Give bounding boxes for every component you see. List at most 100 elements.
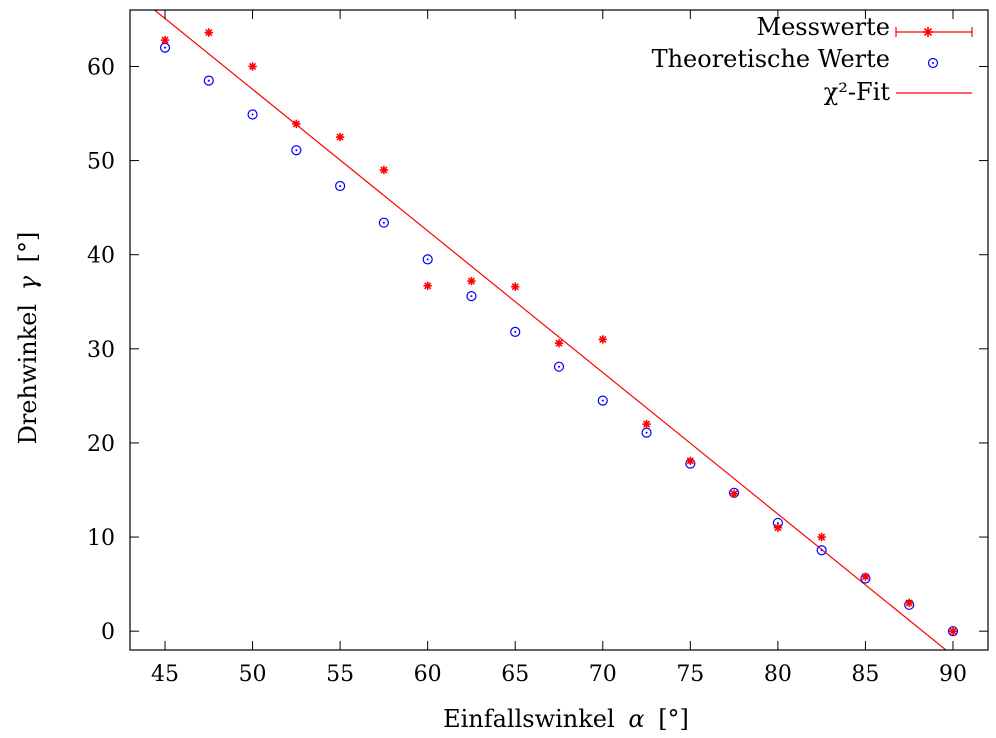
measured-point <box>335 132 345 142</box>
theory-point-ring <box>466 291 477 302</box>
measured-point <box>204 28 213 37</box>
y-tick-label: 20 <box>87 432 115 457</box>
theory-point-dot <box>426 258 429 261</box>
legend-label-theoretische-werte: Theoretische Werte <box>652 45 890 73</box>
x-tick-label: 90 <box>939 662 967 687</box>
x-tick-label: 65 <box>501 662 529 687</box>
theory-point-dot <box>558 365 560 368</box>
plot-frame <box>129 9 989 651</box>
theory-point-ring <box>816 545 827 556</box>
legend-item-theoretische-werte: Theoretische Werte <box>652 45 939 73</box>
measured-point <box>948 626 958 636</box>
measured-point-stroke <box>818 533 826 541</box>
axes: 45 50 55 60 65 70 75 80 85 90 0 10 20 30 40 50 60 <box>87 9 989 687</box>
measured-point <box>773 523 783 532</box>
y-tick-label: 0 <box>101 620 115 645</box>
y-tick-label: 10 <box>87 526 115 551</box>
measured-point <box>861 572 870 581</box>
x-tick-label: 60 <box>414 662 442 687</box>
measured-point-stroke <box>424 282 432 290</box>
measured-point <box>248 62 257 71</box>
measured-point-stroke <box>467 277 476 285</box>
theory-point-ring <box>510 326 521 337</box>
x-axis-label-symbol: α <box>628 705 644 733</box>
x-tick-label: 45 <box>151 662 179 687</box>
measured-point <box>642 419 651 429</box>
legend-asterisk-marker <box>923 27 933 37</box>
y-tick-label: 30 <box>87 338 115 363</box>
y-axis-label-text: Drehwinkel <box>14 304 42 444</box>
measured-point <box>423 281 432 290</box>
theory-point-ring <box>597 395 608 406</box>
theory-point-dot <box>776 521 779 524</box>
measured-point <box>554 338 564 348</box>
measured-point-stroke <box>292 120 300 128</box>
y-axis-label: Drehwinkel γ [°] <box>14 232 42 445</box>
theory-point-dot <box>339 185 342 187</box>
theory-point <box>510 326 521 337</box>
measured-point-stroke <box>686 457 694 465</box>
theory-point-ring <box>947 626 959 637</box>
legend-label-messwerte: Messwerte <box>757 13 890 41</box>
measured-point <box>160 35 170 45</box>
measured-point-stroke <box>161 36 169 44</box>
measured-point <box>686 456 695 466</box>
x-axis-label: Einfallswinkel α [°] <box>443 705 689 733</box>
measured-point-stroke <box>511 283 519 291</box>
theory-point <box>378 217 389 228</box>
theory-point <box>203 75 214 86</box>
measured-point-stroke <box>905 599 913 607</box>
fit-line <box>154 10 947 650</box>
measured-point-stroke <box>555 339 563 347</box>
theory-point <box>597 395 608 406</box>
x-tick-label: 55 <box>326 662 354 687</box>
legend: Messwerte Theoretische Werte χ²-Fit <box>652 13 973 106</box>
y-tick-label: 50 <box>87 150 115 175</box>
measured-point <box>379 165 389 175</box>
theory-point-dot <box>251 113 254 116</box>
theory-point-dot <box>207 79 210 82</box>
measured-point-stroke <box>336 133 344 141</box>
theory-point <box>422 254 433 265</box>
x-axis-label-unit: [°] <box>658 705 689 733</box>
theory-point-dot <box>382 221 385 224</box>
x-tick-label: 70 <box>589 662 617 687</box>
measured-point-stroke <box>380 166 388 174</box>
legend-item-chi2-fit: χ²-Fit <box>824 78 972 106</box>
measured-point-stroke <box>205 29 213 37</box>
legend-circle-marker-dot <box>932 62 934 64</box>
y-axis-label-unit: [°] <box>14 232 42 263</box>
measured-point-stroke <box>730 490 738 498</box>
y-tick-label: 60 <box>87 55 115 80</box>
theory-point <box>291 145 302 156</box>
theory-point-dot <box>295 149 298 152</box>
measured-point-stroke <box>249 62 257 71</box>
measured-point <box>598 335 607 344</box>
theory-point <box>816 545 827 556</box>
theory-point-ring <box>291 145 302 156</box>
measured-point-stroke <box>642 420 651 428</box>
theory-point-dot <box>820 549 823 552</box>
legend-item-messwerte: Messwerte <box>757 13 973 41</box>
measured-point-stroke <box>599 335 607 343</box>
theory-point-dot <box>645 431 648 434</box>
y-tick-label: 40 <box>87 244 115 269</box>
measured-point-stroke <box>774 524 782 532</box>
theory-point <box>335 180 346 192</box>
x-tick-label: 80 <box>764 662 792 687</box>
legend-label-chi2-fit: χ²-Fit <box>824 78 891 106</box>
theory-point-ring <box>203 75 214 86</box>
measured-point <box>729 489 739 498</box>
x-tick-label: 75 <box>676 662 704 687</box>
plot-area <box>154 10 959 650</box>
x-tick-label: 50 <box>239 662 267 687</box>
theory-point-ring <box>378 217 389 228</box>
measured-point <box>817 532 826 542</box>
theory-point-ring <box>335 180 346 192</box>
measured-point <box>905 598 914 608</box>
theory-point-dot <box>164 46 167 49</box>
y-axis-label-symbol: γ <box>14 275 42 290</box>
theory-point-ring <box>553 361 565 372</box>
